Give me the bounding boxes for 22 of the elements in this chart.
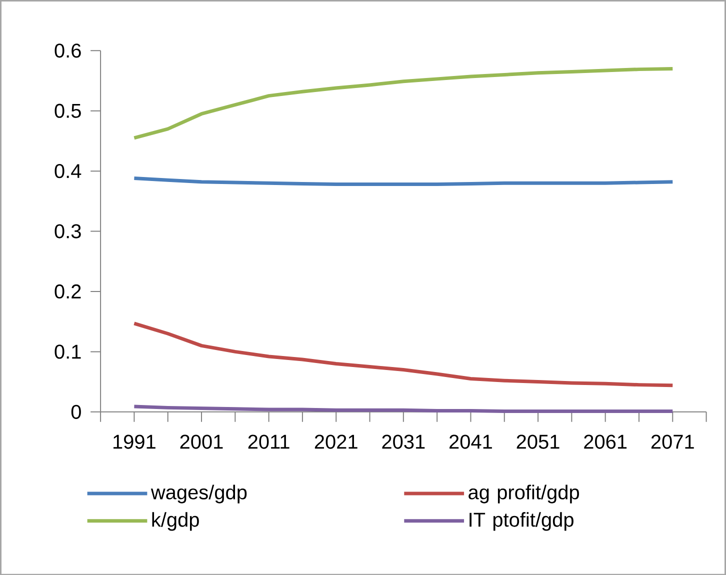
legend-label: wages/gdp	[150, 484, 247, 504]
x-tick-label: 2011	[248, 434, 290, 449]
y-tick-label: 0.1	[54, 344, 81, 359]
x-tick-label: 2051	[516, 434, 560, 449]
y-tick-label: 0.5	[54, 104, 81, 118]
x-tick-label: 2021	[314, 434, 358, 449]
line-series	[132, 321, 674, 388]
legend-label: k/gdp	[152, 512, 199, 531]
x-tick-label: 2031	[382, 434, 425, 449]
y-tick-label: 0.6	[54, 43, 81, 58]
x-tick-label: 2041	[450, 434, 492, 449]
x-tick-label: 1991	[114, 434, 156, 449]
y-tick-label: 0.2	[54, 284, 81, 298]
y-tick-label: 0.3	[54, 224, 81, 238]
legend-label: ag profit/gdp	[468, 484, 579, 504]
x-tick-label: 2071	[651, 434, 694, 449]
y-tick-label: 0	[71, 404, 81, 419]
line-series	[132, 66, 674, 140]
x-tick-label: 2061	[584, 434, 627, 449]
y-tick-label: 0.4	[54, 164, 82, 178]
legend-label: IT ptofit/gdp	[470, 512, 574, 531]
x-tick-label: 2001	[180, 434, 223, 449]
